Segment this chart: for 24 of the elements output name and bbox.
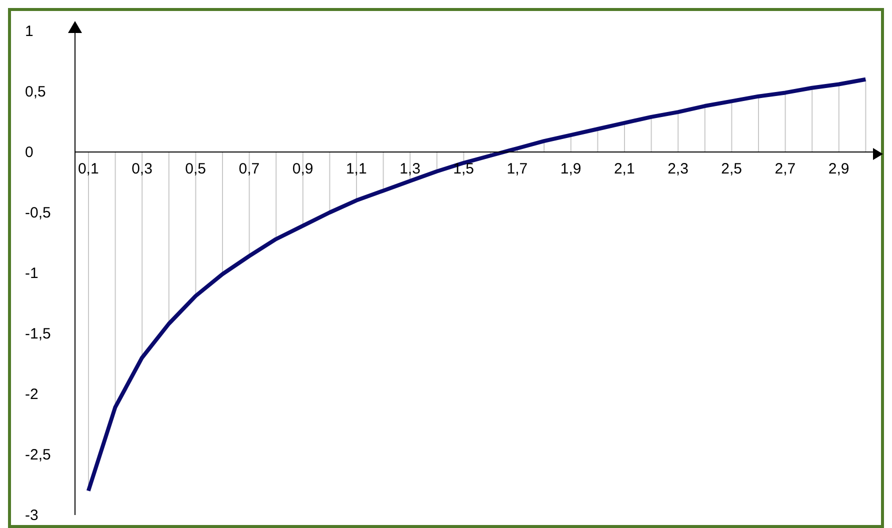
y-tick-label: -2,5 — [25, 446, 51, 464]
y-tick-label: 0 — [25, 144, 34, 161]
y-tick-label: 1 — [25, 23, 34, 40]
x-tick-label: 0,7 — [238, 160, 260, 178]
x-tick-label: 0,3 — [132, 160, 152, 178]
x-tick-label: 2,5 — [721, 160, 742, 178]
x-tick-label: 2,3 — [668, 160, 688, 178]
x-tick-label: 1,1 — [346, 160, 367, 178]
y-tick-label: -1 — [25, 265, 38, 282]
x-tick-label: 0,1 — [78, 160, 99, 178]
x-tick-label: 1,7 — [506, 160, 528, 178]
x-tick-label: 0,5 — [185, 160, 206, 178]
x-tick-label: 0,9 — [292, 160, 314, 178]
y-tick-label: -2 — [25, 386, 38, 403]
y-tick-label: -0,5 — [25, 204, 51, 222]
y-tick-label: 0,5 — [25, 84, 46, 100]
x-tick-label: 2,7 — [774, 160, 796, 178]
x-tick-label: 1,5 — [453, 160, 474, 178]
x-tick-label: 2,1 — [614, 160, 635, 178]
x-tick-label: 1,9 — [560, 160, 582, 178]
y-tick-label: -1,5 — [25, 326, 51, 342]
x-tick-label: 1,3 — [400, 160, 420, 178]
x-tick-label: 2,9 — [828, 160, 850, 178]
y-tick-label: -3 — [25, 507, 38, 524]
